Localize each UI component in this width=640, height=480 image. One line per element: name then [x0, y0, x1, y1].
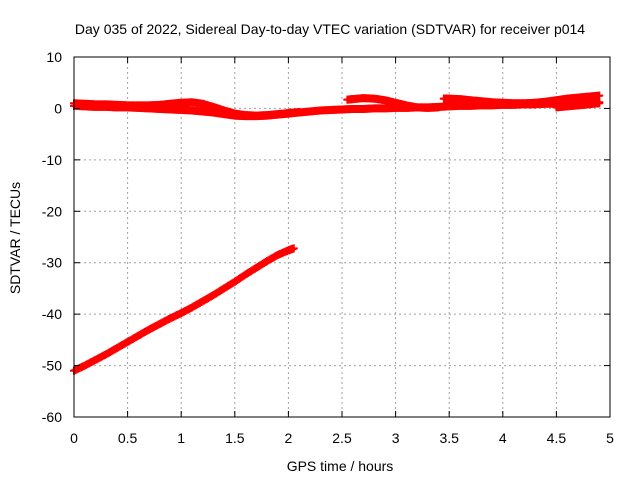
y-tick-label: -50 — [42, 358, 62, 374]
y-tick-label: 10 — [46, 49, 62, 65]
data-point — [595, 99, 604, 108]
x-tick-label: 2.5 — [332, 430, 352, 446]
tick-labels: 0 0.5 1 1.5 2 2.5 3 3.5 4 4.5 5 10 0 -10 -20 -30 -40 -50 -… — [42, 49, 614, 446]
x-axis-label: GPS time / hours — [287, 458, 394, 474]
data-series — [439, 91, 604, 108]
x-tick-label: 0.5 — [118, 430, 138, 446]
x-tick-label: 0 — [70, 430, 78, 446]
y-tick-label: -20 — [42, 203, 62, 219]
x-tick-label: 3 — [392, 430, 400, 446]
data-point — [434, 103, 443, 112]
y-tick-label: 0 — [54, 100, 62, 116]
data-points — [70, 91, 604, 375]
data-series — [343, 94, 443, 112]
data-point — [595, 91, 604, 100]
data-series — [70, 244, 298, 375]
x-tick-label: 4.5 — [547, 430, 567, 446]
chart-title: Day 035 of 2022, Sidereal Day-to-day VTE… — [75, 21, 585, 37]
x-tick-label: 1 — [177, 430, 185, 446]
y-tick-label: -40 — [42, 306, 62, 322]
data-point — [295, 108, 304, 117]
x-tick-label: 3.5 — [439, 430, 459, 446]
y-tick-label: -30 — [42, 255, 62, 271]
y-axis-label: SDTVAR / TECUs — [7, 182, 23, 294]
axis-ticks — [73, 56, 611, 418]
x-tick-label: 4 — [499, 430, 507, 446]
data-series — [70, 98, 304, 120]
data-series — [552, 99, 604, 112]
x-tick-label: 1.5 — [225, 430, 245, 446]
x-tick-label: 5 — [606, 430, 614, 446]
y-tick-label: -10 — [42, 152, 62, 168]
data-point — [289, 244, 298, 253]
y-tick-label: -60 — [42, 409, 62, 425]
x-tick-label: 2 — [285, 430, 293, 446]
